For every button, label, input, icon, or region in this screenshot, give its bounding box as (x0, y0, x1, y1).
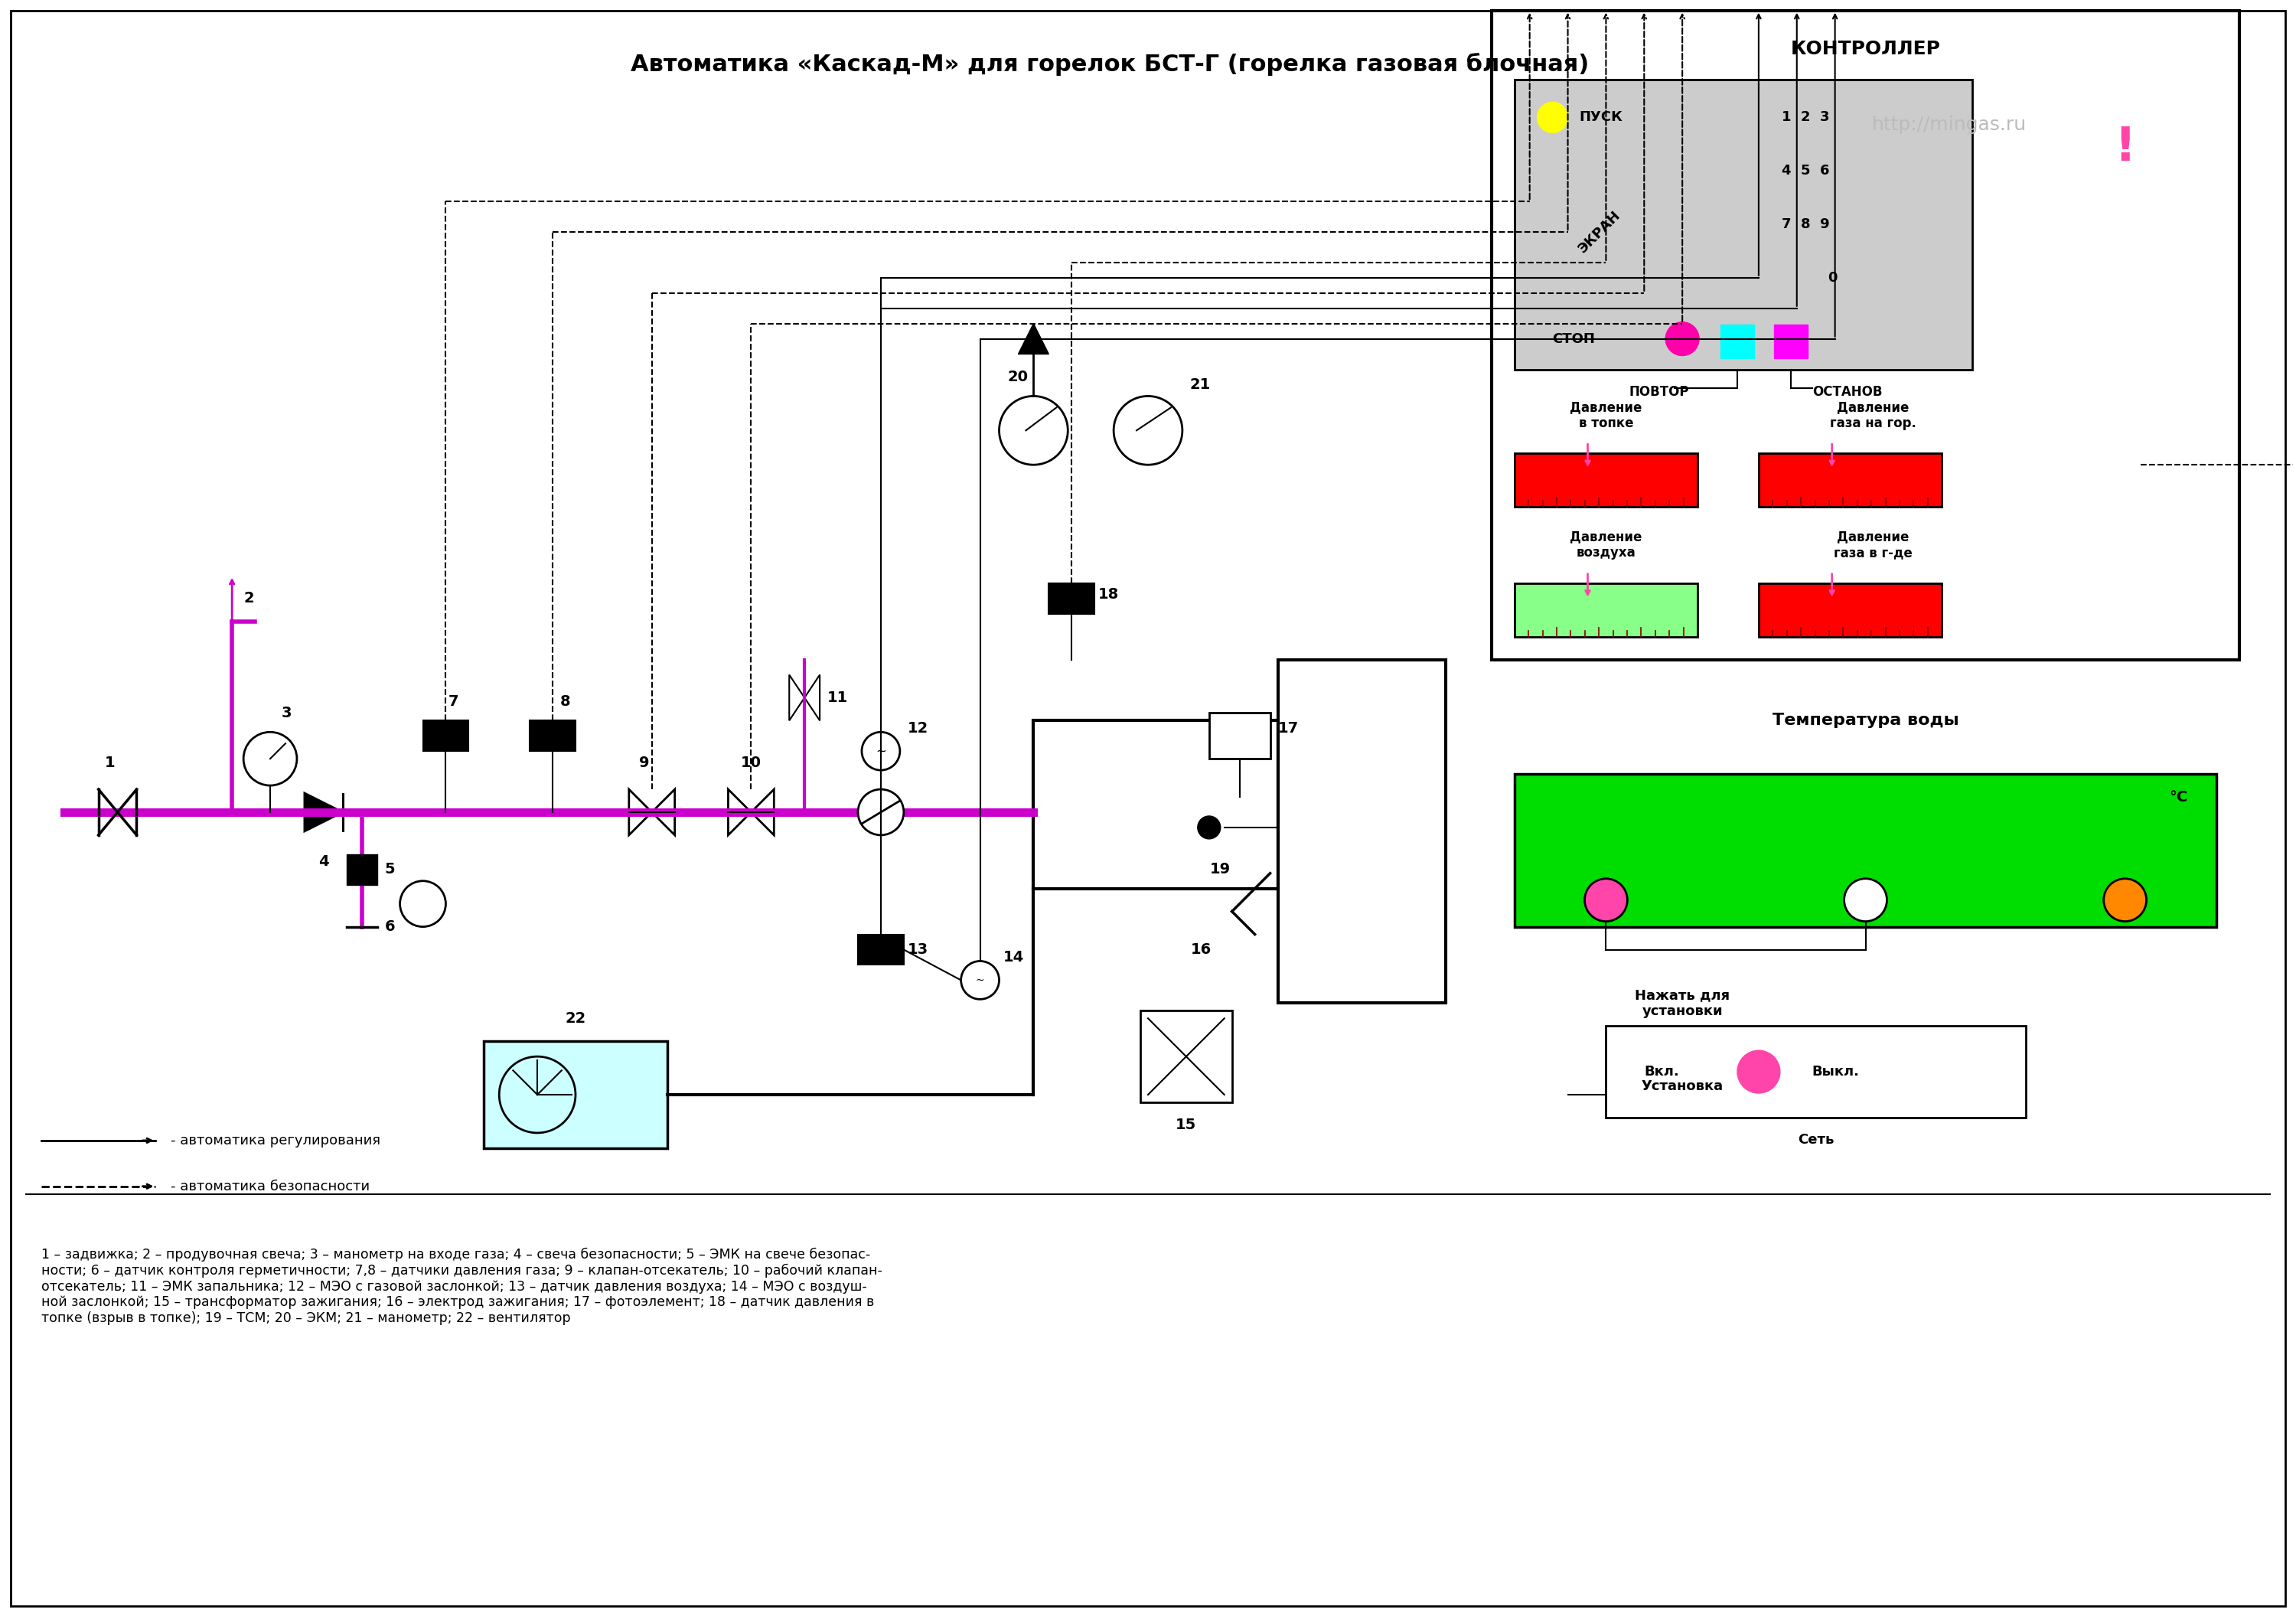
Text: 21: 21 (1189, 378, 1210, 393)
Bar (347, 855, 377, 884)
Bar (859, 934, 905, 965)
Polygon shape (629, 789, 652, 835)
Text: 10: 10 (742, 756, 762, 771)
Text: Автоматика «Каскад-М» для горелок БСТ-Г (горелка газовая блочная): Автоматика «Каскад-М» для горелок БСТ-Г … (631, 52, 1589, 76)
Text: СТОП: СТОП (1552, 331, 1596, 346)
Text: 1 – задвижка; 2 – продувочная свеча; 3 – манометр на входе газа; 4 – свеча безоп: 1 – задвижка; 2 – продувочная свеча; 3 –… (41, 1248, 882, 1325)
Text: 11: 11 (827, 690, 847, 705)
Text: Давление
воздуха: Давление воздуха (1570, 530, 1642, 559)
Text: http://mingas.ru: http://mingas.ru (1871, 116, 2027, 134)
Text: 13: 13 (907, 942, 928, 957)
Circle shape (1114, 396, 1182, 465)
Text: Давление
в топке: Давление в топке (1570, 401, 1642, 430)
Text: 19: 19 (1210, 861, 1231, 876)
Text: ~: ~ (875, 745, 886, 758)
Text: 5: 5 (386, 863, 395, 877)
Circle shape (1665, 322, 1699, 356)
Text: 14: 14 (1003, 950, 1024, 965)
Text: 18: 18 (1097, 587, 1118, 601)
Text: 1  2  3: 1 2 3 (1782, 110, 1830, 124)
Circle shape (1738, 1050, 1779, 1092)
Text: 6: 6 (386, 920, 395, 934)
Bar (1279, 659, 1446, 1004)
Text: 7: 7 (448, 695, 459, 709)
Circle shape (962, 962, 999, 999)
Polygon shape (305, 793, 342, 831)
Bar (1759, 583, 1942, 637)
Circle shape (1844, 879, 1887, 921)
Bar (1033, 721, 1279, 889)
Text: 7  8  9: 7 8 9 (1782, 218, 1830, 231)
Bar (1049, 583, 1095, 614)
Text: Выкл.: Выкл. (1812, 1065, 1860, 1078)
Text: ПУСК: ПУСК (1580, 110, 1623, 124)
Text: ОСТАНОВ: ОСТАНОВ (1812, 385, 1883, 399)
Bar (1210, 713, 1270, 760)
Text: Давление
газа в г-де: Давление газа в г-де (1835, 530, 1913, 559)
Text: 12: 12 (907, 721, 928, 735)
Circle shape (861, 732, 900, 771)
Text: 2: 2 (243, 591, 255, 606)
Circle shape (1199, 816, 1221, 839)
Circle shape (859, 789, 905, 835)
Bar (1759, 454, 1942, 507)
Bar (1515, 583, 1697, 637)
Text: 9: 9 (638, 756, 650, 771)
Polygon shape (751, 789, 774, 835)
Text: Давление
газа на гор.: Давление газа на гор. (1830, 401, 1917, 430)
Text: 1: 1 (106, 756, 115, 771)
Text: Сеть: Сеть (1798, 1133, 1835, 1147)
Text: 3: 3 (282, 706, 292, 721)
Circle shape (2103, 879, 2147, 921)
Polygon shape (728, 789, 751, 835)
Polygon shape (804, 675, 820, 721)
Bar (484, 1041, 668, 1147)
Text: 16: 16 (1192, 942, 1212, 957)
Circle shape (498, 1057, 576, 1133)
Circle shape (400, 881, 445, 926)
Bar (1141, 1010, 1233, 1102)
Text: 8: 8 (560, 695, 572, 709)
Text: ЭКРАН: ЭКРАН (1575, 208, 1623, 255)
Text: Вкл.: Вкл. (1644, 1065, 1678, 1078)
Circle shape (243, 732, 296, 785)
Text: Температура воды: Температура воды (1773, 713, 1958, 729)
Text: !: ! (2115, 124, 2135, 171)
Text: КОНТРОЛЛЕР: КОНТРОЛЛЕР (1791, 39, 1940, 58)
Circle shape (1584, 879, 1628, 921)
Polygon shape (652, 789, 675, 835)
Text: - автоматика безопасности: - автоматика безопасности (170, 1180, 370, 1193)
Bar (1492, 11, 2239, 659)
Bar (1775, 325, 1807, 357)
Bar (1515, 454, 1697, 507)
Bar (1720, 325, 1754, 357)
Text: 15: 15 (1176, 1118, 1196, 1133)
Polygon shape (1017, 323, 1049, 354)
Bar (1515, 79, 1972, 370)
Text: - автоматика регулирования: - автоматика регулирования (170, 1133, 381, 1147)
Polygon shape (790, 675, 804, 721)
Text: °C: °C (2170, 790, 2188, 805)
Polygon shape (1279, 802, 1339, 824)
Text: 0: 0 (1828, 271, 1837, 284)
Text: 4: 4 (319, 855, 328, 869)
Text: ПОВТОР: ПОВТОР (1628, 385, 1690, 399)
Bar (1605, 1026, 2025, 1118)
Circle shape (1538, 102, 1568, 133)
Text: 20: 20 (1008, 370, 1029, 385)
Bar (422, 721, 468, 751)
Text: 4  5  6: 4 5 6 (1782, 163, 1830, 178)
Text: 17: 17 (1279, 721, 1300, 735)
Text: Нажать для
установки: Нажать для установки (1635, 989, 1729, 1018)
Bar (530, 721, 576, 751)
Text: Установка: Установка (1642, 1079, 1724, 1092)
Text: 22: 22 (565, 1012, 585, 1026)
Text: ~: ~ (976, 974, 985, 986)
Circle shape (999, 396, 1068, 465)
Bar (1515, 774, 2216, 926)
